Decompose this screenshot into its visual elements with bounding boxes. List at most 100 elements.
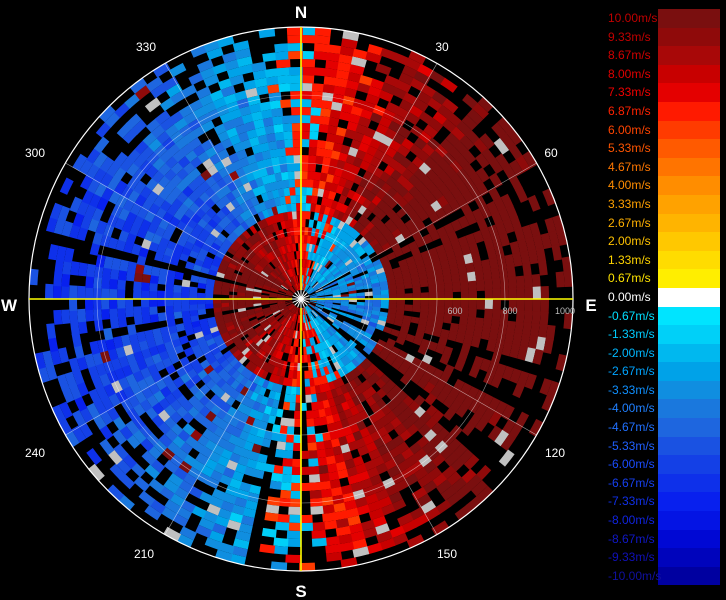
- velocity-gate: [309, 337, 314, 346]
- azimuth-spoke: [310, 63, 438, 282]
- velocity-gate: [103, 327, 114, 341]
- radar-display[interactable]: N E S W 30 60 120 150 210 240 300 330 60…: [0, 0, 600, 600]
- velocity-gate: [114, 101, 131, 118]
- velocity-gate: [273, 281, 281, 287]
- velocity-gate: [240, 138, 253, 150]
- velocity-gate: [342, 499, 357, 511]
- velocity-gate: [284, 139, 295, 148]
- velocity-gate: [128, 332, 139, 345]
- velocity-gate: [366, 324, 376, 332]
- velocity-gate: [341, 213, 350, 224]
- radar-ppi-plot[interactable]: N E S W 30 60 120 150 210 240 300 330 60…: [0, 0, 600, 600]
- velocity-gate: [61, 309, 71, 325]
- velocity-gate: [183, 347, 195, 358]
- velocity-gate: [223, 238, 233, 248]
- velocity-gate: [326, 224, 334, 234]
- legend-row: -10.00m/s: [604, 566, 722, 586]
- velocity-gate: [527, 194, 541, 212]
- velocity-gate: [380, 383, 392, 395]
- velocity-gate: [443, 275, 453, 285]
- velocity-gate: [321, 281, 329, 288]
- azimuth-spoke: [65, 308, 284, 436]
- velocity-gate: [294, 267, 298, 276]
- velocity-gate: [348, 113, 362, 125]
- velocity-gate: [507, 276, 517, 290]
- velocity-gate: [203, 364, 214, 375]
- velocity-gate: [260, 320, 269, 328]
- velocity-gate: [148, 297, 158, 307]
- velocity-gate: [281, 263, 287, 272]
- velocity-gate: [150, 266, 161, 277]
- velocity-gate: [391, 228, 403, 239]
- velocity-gate: [297, 354, 301, 364]
- velocity-gate: [379, 255, 389, 264]
- velocity-gate: [257, 211, 266, 221]
- velocity-gate: [217, 266, 227, 275]
- velocity-gate: [273, 537, 289, 547]
- velocity-gate: [359, 227, 370, 238]
- velocity-gate: [357, 352, 367, 362]
- velocity-gate: [339, 266, 349, 274]
- velocity-gate: [444, 306, 453, 316]
- velocity-gate: [352, 376, 363, 387]
- velocity-gate: [270, 339, 277, 348]
- velocity-gate: [460, 290, 470, 301]
- velocity-gate: [69, 223, 81, 239]
- velocity-gate: [98, 424, 114, 441]
- legend-row: 8.00m/s: [604, 64, 722, 84]
- velocity-gate: [370, 335, 380, 344]
- velocity-gate: [274, 267, 281, 276]
- velocity-gate: [244, 266, 253, 274]
- velocity-gate: [380, 285, 389, 292]
- velocity-gate: [514, 321, 524, 336]
- velocity-gate: [239, 211, 250, 222]
- velocity-gate: [292, 267, 297, 276]
- velocity-gate: [524, 286, 534, 301]
- velocity-gate: [348, 370, 358, 380]
- velocity-gate: [370, 372, 381, 383]
- velocity-gate: [194, 497, 210, 511]
- legend-label: 7.33m/s: [608, 85, 651, 100]
- velocity-gate: [336, 261, 345, 270]
- velocity-gate: [305, 286, 312, 293]
- velocity-gate: [89, 192, 103, 208]
- velocity-gate: [274, 172, 284, 182]
- velocity-gate: [119, 259, 130, 272]
- velocity-gate: [203, 256, 214, 265]
- velocity-gate: [363, 243, 373, 253]
- velocity-gate: [426, 270, 436, 280]
- velocity-gate: [347, 523, 364, 535]
- velocity-gate: [263, 245, 271, 254]
- velocity-gate: [498, 232, 510, 247]
- velocity-gate: [546, 380, 560, 399]
- velocity-gate: [318, 265, 325, 274]
- velocity-gate: [261, 109, 274, 119]
- legend-swatch: [658, 269, 720, 288]
- velocity-gate: [287, 303, 295, 308]
- velocity-gate: [239, 385, 249, 396]
- velocity-gate: [245, 360, 254, 371]
- velocity-gate: [292, 305, 298, 314]
- velocity-gate: [86, 147, 102, 164]
- velocity-gate: [374, 368, 385, 379]
- velocity-gate: [326, 337, 334, 347]
- velocity-gate: [251, 110, 264, 122]
- velocity-gate: [403, 281, 413, 289]
- velocity-gate: [100, 297, 110, 310]
- velocity-gate: [501, 342, 513, 357]
- velocity-gate: [259, 167, 269, 178]
- velocity-gate: [309, 139, 319, 148]
- velocity-gate: [348, 227, 357, 238]
- velocity-gate: [349, 267, 359, 274]
- velocity-gate: [288, 288, 296, 294]
- velocity-gate: [366, 234, 376, 245]
- velocity-gate: [322, 520, 338, 530]
- velocity-gate: [275, 408, 284, 418]
- legend-label: 2.00m/s: [608, 234, 651, 249]
- velocity-gate: [289, 304, 296, 311]
- velocity-gate: [484, 278, 493, 291]
- velocity-gate: [338, 251, 347, 260]
- velocity-gate: [323, 289, 332, 293]
- legend-label: -8.67m/s: [608, 531, 655, 546]
- velocity-gate: [263, 310, 272, 316]
